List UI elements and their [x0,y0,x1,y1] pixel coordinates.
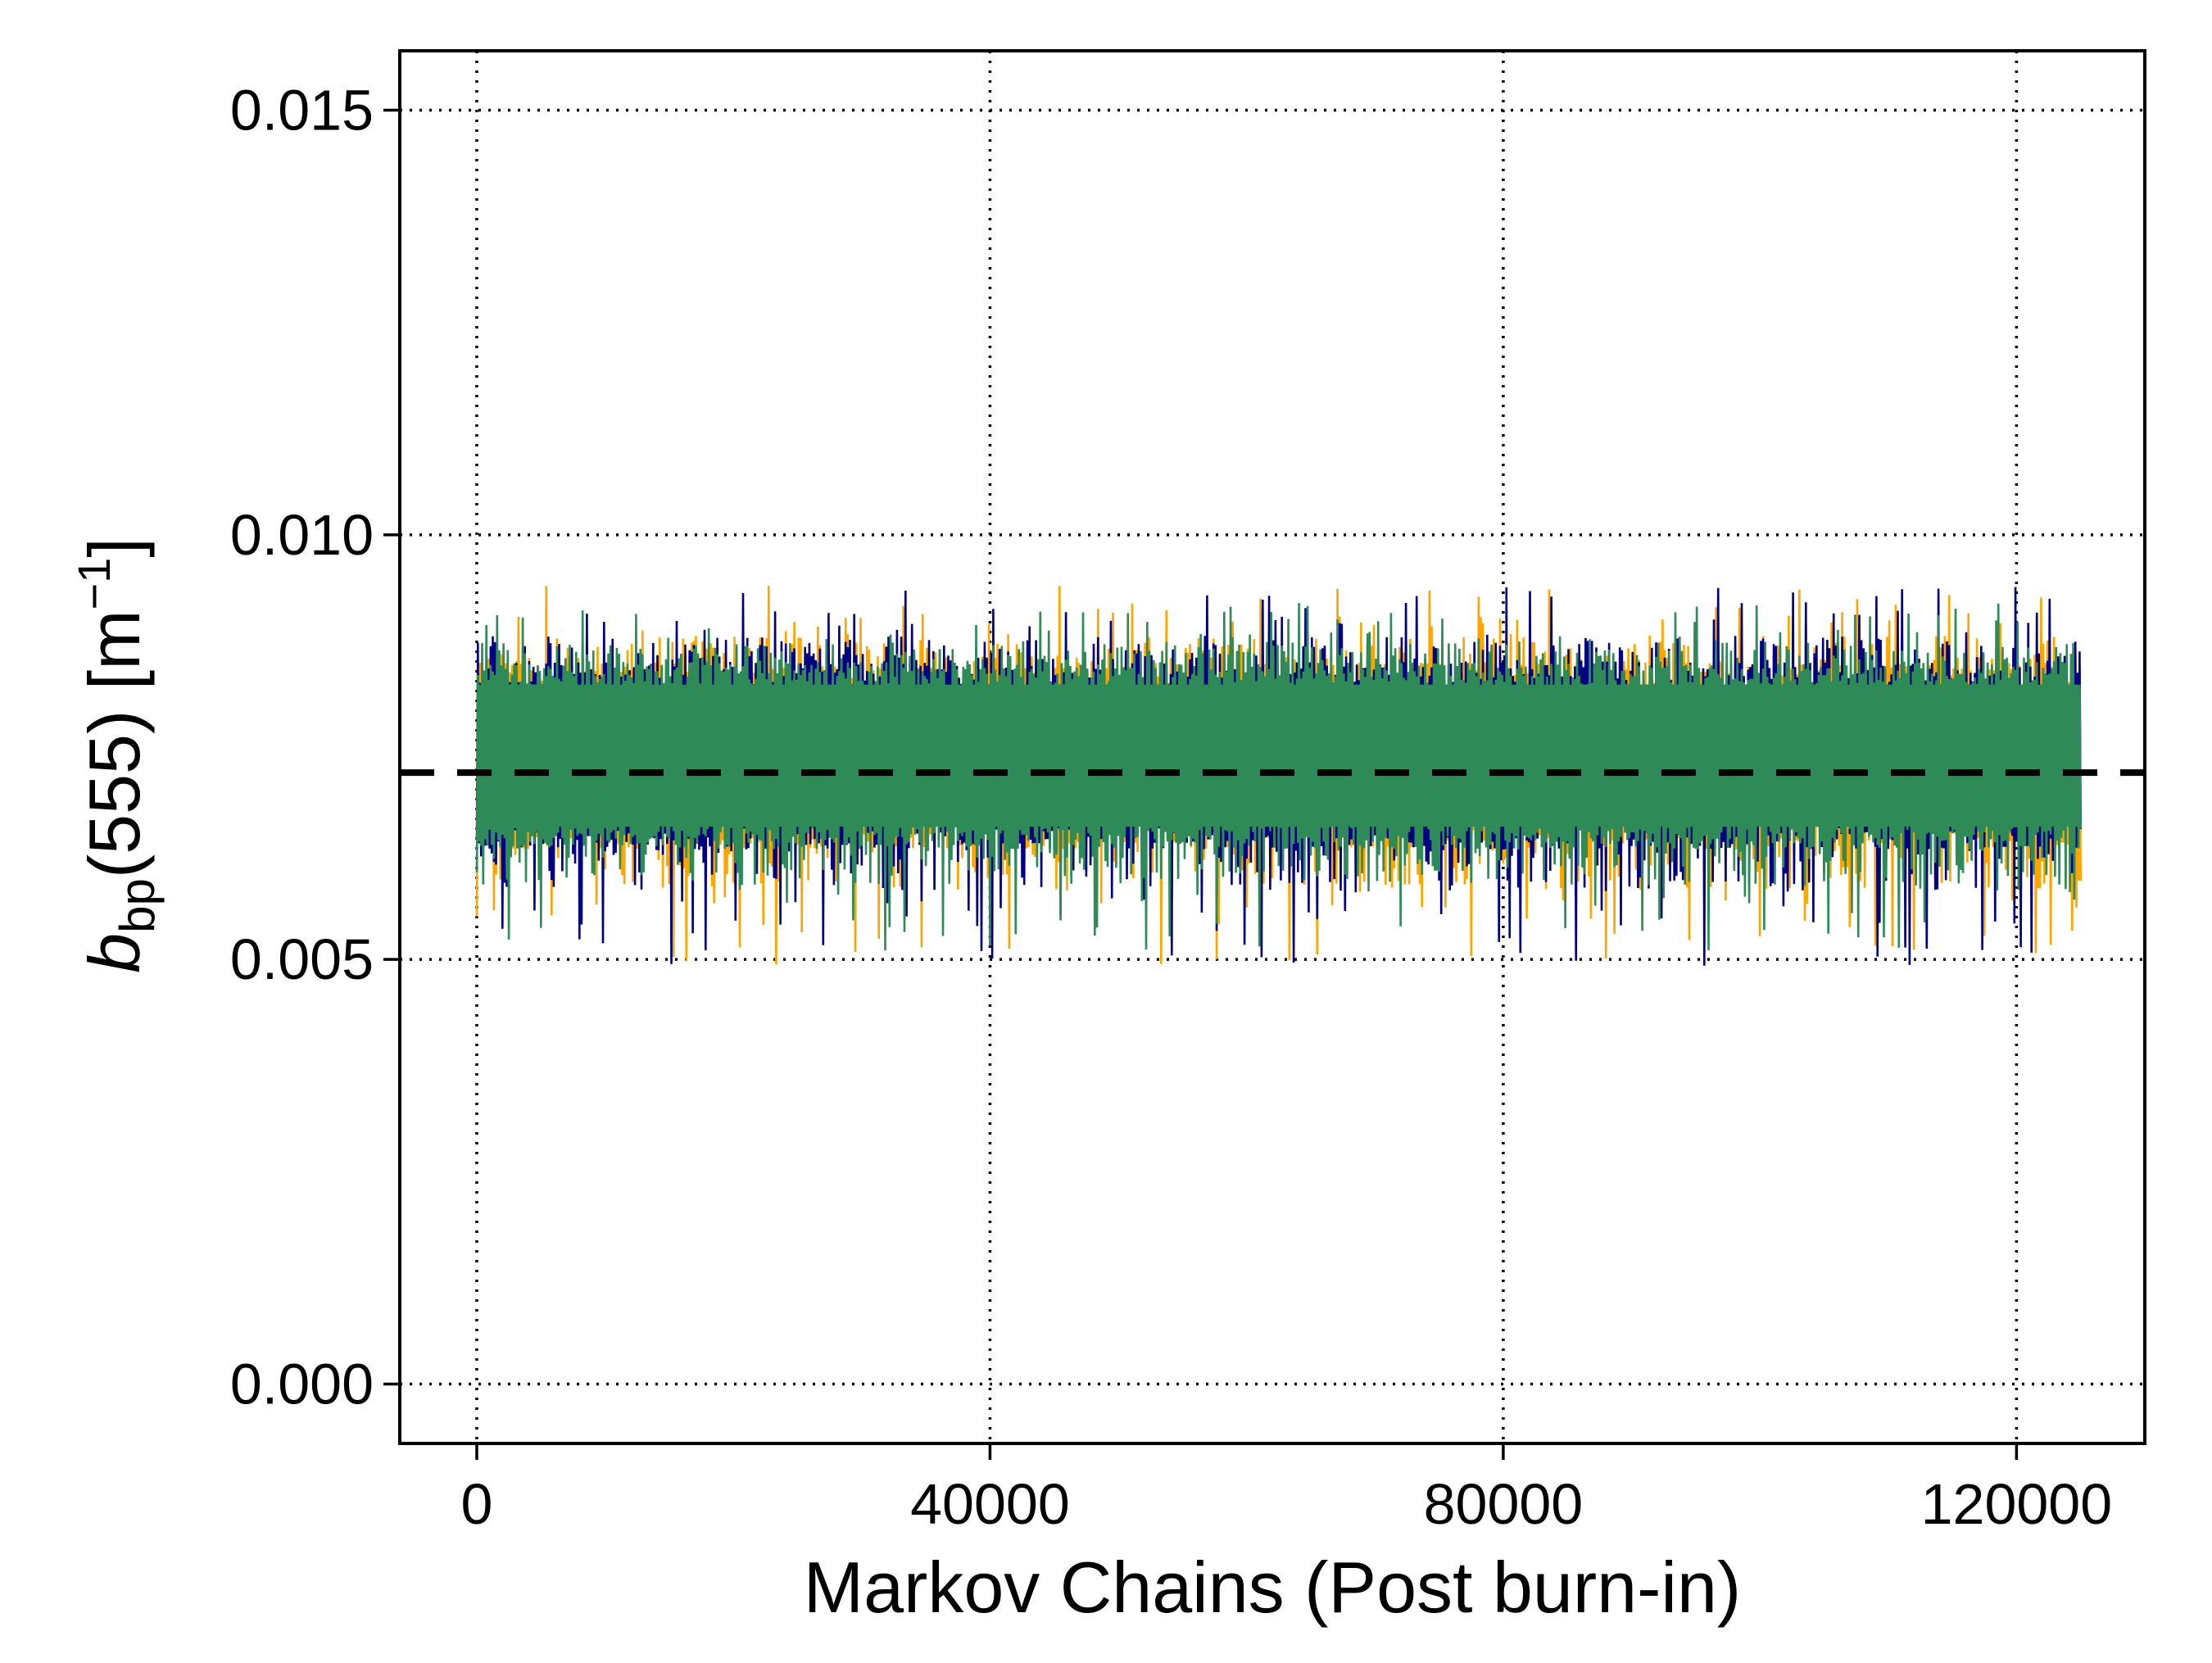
x-axis-label: Markov Chains (Post burn-in) [804,1547,1741,1628]
x-tick-label: 40000 [910,1472,1070,1536]
y-label-unit-open: [m [74,609,155,709]
chain-trace-core-3 [476,684,2081,827]
chain-traces [475,586,2082,966]
axis-ticks: 0 40000 80000 120000 0.000 0.005 0.010 0.015 [230,79,2112,1536]
y-label-subscript: bp [110,878,165,933]
y-tick-label: 0.010 [230,503,374,567]
y-tick-label: 0.000 [230,1352,374,1416]
y-label-symbol: b [74,933,155,973]
grid-lines [400,51,2145,1443]
y-tick-label: 0.005 [230,927,374,991]
y-label-unit-superscript: −1 [68,558,120,610]
y-axis-label: bbp(555) [m−1] [68,537,165,973]
y-label-unit-close: ] [74,537,155,557]
plot-frame [398,49,2146,1445]
y-tick-label: 0.015 [230,79,374,143]
y-label-wavelength: (555) [74,710,155,878]
x-tick-label: 120000 [1921,1472,2113,1536]
x-tick-label: 80000 [1424,1472,1584,1536]
x-tick-label: 0 [461,1472,493,1536]
